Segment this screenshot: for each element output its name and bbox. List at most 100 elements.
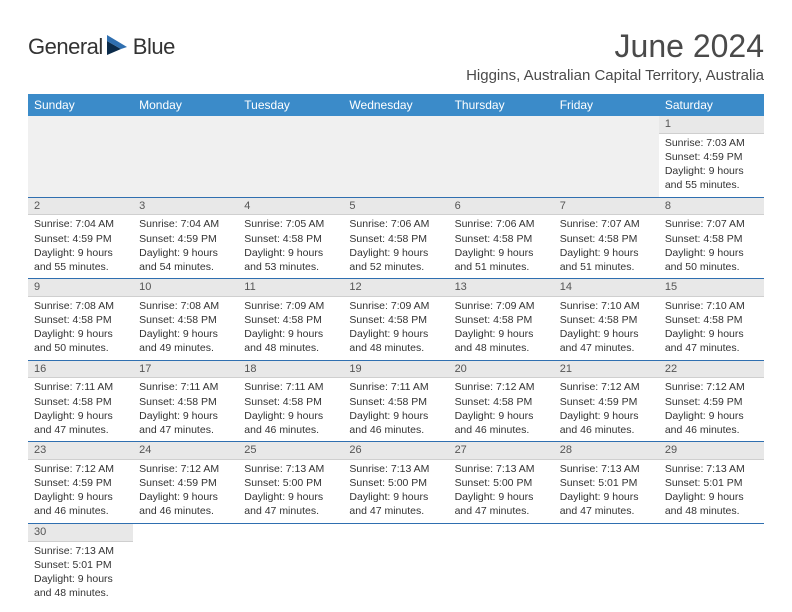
sunset-text: Sunset: 5:01 PM bbox=[560, 476, 653, 490]
daylight-text-line2: and 46 minutes. bbox=[244, 423, 337, 437]
day-number: 23 bbox=[28, 442, 133, 460]
sunset-text: Sunset: 5:00 PM bbox=[349, 476, 442, 490]
sunrise-text: Sunrise: 7:11 AM bbox=[139, 380, 232, 394]
day-number: 30 bbox=[28, 524, 133, 542]
calendar-table: Sunday Monday Tuesday Wednesday Thursday… bbox=[28, 94, 764, 604]
day-header: Tuesday bbox=[238, 94, 343, 116]
sunset-text: Sunset: 4:58 PM bbox=[455, 395, 548, 409]
day-header: Sunday bbox=[28, 94, 133, 116]
day-number: 25 bbox=[238, 442, 343, 460]
sunrise-text: Sunrise: 7:13 AM bbox=[665, 462, 758, 476]
calendar-week-row: 1Sunrise: 7:03 AMSunset: 4:59 PMDaylight… bbox=[28, 116, 764, 197]
day-number: 11 bbox=[238, 279, 343, 297]
sunrise-text: Sunrise: 7:13 AM bbox=[560, 462, 653, 476]
daylight-text-line1: Daylight: 9 hours bbox=[455, 246, 548, 260]
sunset-text: Sunset: 4:59 PM bbox=[560, 395, 653, 409]
calendar-day-cell: 26Sunrise: 7:13 AMSunset: 5:00 PMDayligh… bbox=[343, 442, 448, 524]
daylight-text-line1: Daylight: 9 hours bbox=[244, 246, 337, 260]
calendar-day-cell bbox=[554, 116, 659, 197]
daylight-text-line1: Daylight: 9 hours bbox=[455, 490, 548, 504]
calendar-week-row: 16Sunrise: 7:11 AMSunset: 4:58 PMDayligh… bbox=[28, 360, 764, 442]
daylight-text-line2: and 46 minutes. bbox=[349, 423, 442, 437]
calendar-day-cell: 23Sunrise: 7:12 AMSunset: 4:59 PMDayligh… bbox=[28, 442, 133, 524]
day-body: Sunrise: 7:13 AMSunset: 5:01 PMDaylight:… bbox=[659, 460, 764, 523]
daylight-text-line2: and 48 minutes. bbox=[34, 586, 127, 600]
day-header: Wednesday bbox=[343, 94, 448, 116]
sunset-text: Sunset: 4:58 PM bbox=[455, 313, 548, 327]
daylight-text-line2: and 48 minutes. bbox=[665, 504, 758, 518]
day-number: 16 bbox=[28, 361, 133, 379]
daylight-text-line2: and 52 minutes. bbox=[349, 260, 442, 274]
day-number: 27 bbox=[449, 442, 554, 460]
calendar-day-cell: 2Sunrise: 7:04 AMSunset: 4:59 PMDaylight… bbox=[28, 197, 133, 279]
day-number: 15 bbox=[659, 279, 764, 297]
daylight-text-line2: and 47 minutes. bbox=[560, 504, 653, 518]
day-body: Sunrise: 7:08 AMSunset: 4:58 PMDaylight:… bbox=[133, 297, 238, 360]
calendar-day-cell: 14Sunrise: 7:10 AMSunset: 4:58 PMDayligh… bbox=[554, 279, 659, 361]
sunset-text: Sunset: 4:58 PM bbox=[560, 232, 653, 246]
daylight-text-line2: and 47 minutes. bbox=[349, 504, 442, 518]
sunrise-text: Sunrise: 7:10 AM bbox=[665, 299, 758, 313]
daylight-text-line2: and 46 minutes. bbox=[665, 423, 758, 437]
calendar-week-row: 2Sunrise: 7:04 AMSunset: 4:59 PMDaylight… bbox=[28, 197, 764, 279]
daylight-text-line1: Daylight: 9 hours bbox=[349, 490, 442, 504]
sunrise-text: Sunrise: 7:05 AM bbox=[244, 217, 337, 231]
daylight-text-line2: and 48 minutes. bbox=[349, 341, 442, 355]
sunrise-text: Sunrise: 7:06 AM bbox=[455, 217, 548, 231]
daylight-text-line1: Daylight: 9 hours bbox=[244, 490, 337, 504]
day-body: Sunrise: 7:06 AMSunset: 4:58 PMDaylight:… bbox=[449, 215, 554, 278]
day-number: 22 bbox=[659, 361, 764, 379]
day-body: Sunrise: 7:03 AMSunset: 4:59 PMDaylight:… bbox=[659, 134, 764, 197]
sunset-text: Sunset: 4:58 PM bbox=[139, 313, 232, 327]
calendar-day-cell: 17Sunrise: 7:11 AMSunset: 4:58 PMDayligh… bbox=[133, 360, 238, 442]
day-number: 18 bbox=[238, 361, 343, 379]
sunrise-text: Sunrise: 7:11 AM bbox=[349, 380, 442, 394]
sunrise-text: Sunrise: 7:10 AM bbox=[560, 299, 653, 313]
day-body: Sunrise: 7:11 AMSunset: 4:58 PMDaylight:… bbox=[28, 378, 133, 441]
calendar-day-cell: 21Sunrise: 7:12 AMSunset: 4:59 PMDayligh… bbox=[554, 360, 659, 442]
day-body: Sunrise: 7:10 AMSunset: 4:58 PMDaylight:… bbox=[554, 297, 659, 360]
sunrise-text: Sunrise: 7:09 AM bbox=[244, 299, 337, 313]
day-body: Sunrise: 7:09 AMSunset: 4:58 PMDaylight:… bbox=[343, 297, 448, 360]
daylight-text-line2: and 54 minutes. bbox=[139, 260, 232, 274]
daylight-text-line1: Daylight: 9 hours bbox=[349, 246, 442, 260]
daylight-text-line1: Daylight: 9 hours bbox=[349, 409, 442, 423]
sunset-text: Sunset: 4:59 PM bbox=[34, 232, 127, 246]
sunset-text: Sunset: 4:59 PM bbox=[139, 232, 232, 246]
daylight-text-line2: and 46 minutes. bbox=[139, 504, 232, 518]
day-number: 12 bbox=[343, 279, 448, 297]
day-body: Sunrise: 7:11 AMSunset: 4:58 PMDaylight:… bbox=[238, 378, 343, 441]
daylight-text-line1: Daylight: 9 hours bbox=[34, 327, 127, 341]
calendar-day-cell: 11Sunrise: 7:09 AMSunset: 4:58 PMDayligh… bbox=[238, 279, 343, 361]
day-number: 9 bbox=[28, 279, 133, 297]
sunrise-text: Sunrise: 7:07 AM bbox=[560, 217, 653, 231]
daylight-text-line1: Daylight: 9 hours bbox=[34, 246, 127, 260]
daylight-text-line1: Daylight: 9 hours bbox=[560, 409, 653, 423]
sunset-text: Sunset: 4:59 PM bbox=[34, 476, 127, 490]
daylight-text-line2: and 51 minutes. bbox=[560, 260, 653, 274]
sunrise-text: Sunrise: 7:12 AM bbox=[34, 462, 127, 476]
sunset-text: Sunset: 4:59 PM bbox=[665, 395, 758, 409]
daylight-text-line1: Daylight: 9 hours bbox=[560, 490, 653, 504]
day-body: Sunrise: 7:09 AMSunset: 4:58 PMDaylight:… bbox=[238, 297, 343, 360]
day-body: Sunrise: 7:13 AMSunset: 5:00 PMDaylight:… bbox=[449, 460, 554, 523]
sunset-text: Sunset: 4:58 PM bbox=[665, 313, 758, 327]
daylight-text-line2: and 55 minutes. bbox=[665, 178, 758, 192]
day-body: Sunrise: 7:06 AMSunset: 4:58 PMDaylight:… bbox=[343, 215, 448, 278]
day-body: Sunrise: 7:13 AMSunset: 5:01 PMDaylight:… bbox=[28, 542, 133, 605]
calendar-day-cell: 22Sunrise: 7:12 AMSunset: 4:59 PMDayligh… bbox=[659, 360, 764, 442]
day-body: Sunrise: 7:12 AMSunset: 4:59 PMDaylight:… bbox=[659, 378, 764, 441]
day-header: Friday bbox=[554, 94, 659, 116]
sunrise-text: Sunrise: 7:12 AM bbox=[139, 462, 232, 476]
calendar-day-cell: 6Sunrise: 7:06 AMSunset: 4:58 PMDaylight… bbox=[449, 197, 554, 279]
sunrise-text: Sunrise: 7:12 AM bbox=[560, 380, 653, 394]
day-number: 10 bbox=[133, 279, 238, 297]
calendar-day-cell: 10Sunrise: 7:08 AMSunset: 4:58 PMDayligh… bbox=[133, 279, 238, 361]
daylight-text-line2: and 47 minutes. bbox=[244, 504, 337, 518]
day-number: 19 bbox=[343, 361, 448, 379]
logo: General Blue bbox=[28, 34, 175, 60]
day-body: Sunrise: 7:10 AMSunset: 4:58 PMDaylight:… bbox=[659, 297, 764, 360]
daylight-text-line1: Daylight: 9 hours bbox=[139, 246, 232, 260]
sunset-text: Sunset: 4:58 PM bbox=[560, 313, 653, 327]
day-number: 26 bbox=[343, 442, 448, 460]
